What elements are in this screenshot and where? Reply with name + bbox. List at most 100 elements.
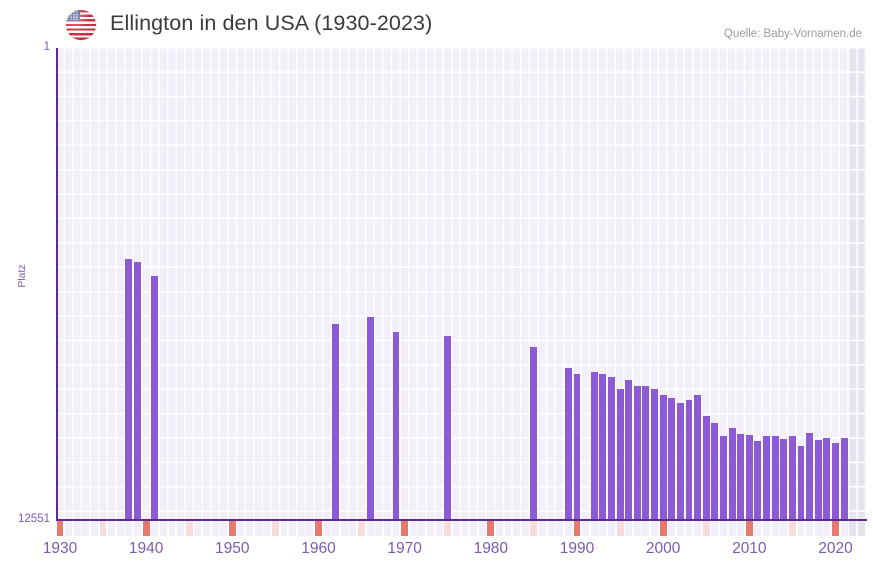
bar [564,367,572,520]
x-axis-year-cell [349,521,357,536]
x-axis-year-cell [461,521,469,536]
x-axis-year-cell [857,521,865,536]
x-axis-year-cell [271,521,279,536]
x-axis-year-cell [323,521,331,536]
bar [823,437,831,520]
bar [771,436,779,520]
x-axis-decade-marker [487,521,495,536]
x-axis-year-cell [668,521,676,536]
x-axis-decade-marker [573,521,581,536]
x-axis-year-cell [616,521,624,536]
flag-stars [67,11,79,20]
y-axis-line [56,48,58,521]
bar [745,434,753,520]
x-axis-tick-label: 1980 [473,540,509,557]
bar [814,439,822,520]
x-axis-tick-label: 1960 [301,540,336,557]
bar [702,416,710,520]
x-axis-year-cell [108,521,116,536]
x-axis-year-cell [478,521,486,536]
x-axis-year-cell [608,521,615,536]
x-axis-year-cell [651,521,658,536]
x-axis-year-cell [409,521,417,536]
page-title: Ellington in den USA (1930-2023) [110,11,433,35]
x-axis-year-cell [530,521,538,536]
source-attribution: Quelle: Baby-Vornamen.de [723,28,862,40]
x-axis-tick-label: 1930 [42,540,78,557]
bar [573,374,581,520]
x-axis-year-cell [625,521,633,536]
x-axis-decade-marker [228,521,236,536]
bar [676,403,684,520]
x-axis-year-cell [435,521,443,536]
x-axis-year-cell [444,521,452,536]
y-axis-title: Platz [16,264,28,288]
plot-area [56,48,866,520]
x-axis-year-cell [220,521,228,536]
x-axis-year-cell [582,521,590,536]
x-axis-year-cell [358,521,365,536]
x-axis-tick-labels: 1930 1940 1950 1960 1970 1980 1990 2000 2010 2020 [0,540,873,564]
x-axis-year-cell [418,521,426,536]
x-axis-year-cell [754,521,762,536]
x-axis-year-cell [375,521,383,536]
x-axis-year-cell [797,521,805,536]
bar [151,275,159,520]
x-axis-year-cell [177,521,185,536]
x-axis-year-cell [737,521,745,536]
x-axis-year-cell [590,521,598,536]
x-axis-year-cell [806,521,814,536]
bar [780,439,788,520]
x-axis-tick-label: 1990 [559,540,595,557]
x-axis-tick-label: 2000 [645,540,681,557]
x-axis-year-cell [521,521,529,536]
x-axis-year-cell [711,521,719,536]
x-axis-year-cell [470,521,478,536]
bar [728,428,736,520]
x-axis-year-cell [306,521,314,536]
x-axis-year-cell [99,521,107,536]
flag-gloss [66,10,96,40]
x-axis-decade-marker [142,521,150,536]
x-axis-decade-marker [315,521,322,536]
x-axis-tick-strip [56,521,867,536]
x-axis-year-cell [728,521,736,536]
x-axis-year-cell [211,521,219,536]
x-axis-year-cell [289,521,297,536]
bar [366,317,374,520]
x-axis-year-cell [427,521,434,536]
x-axis-year-cell [556,521,564,536]
x-axis-year-cell [263,521,271,536]
bar [763,436,770,520]
bar [806,433,814,520]
x-axis-year-cell [495,521,503,536]
x-axis-year-cell [332,521,340,536]
x-axis-year-cell [134,521,141,536]
bar [832,442,839,520]
x-axis-year-cell [125,521,133,536]
x-axis-year-cell [340,521,348,536]
x-axis-year-cell [763,521,770,536]
x-axis-decade-marker [745,521,753,536]
x-axis-year-cell [633,521,641,536]
x-axis-year-cell [564,521,572,536]
y-axis-bottom-label: 12551 [18,513,50,525]
x-axis-year-cell [168,521,176,536]
us-flag-icon [66,10,96,40]
x-axis-year-cell [392,521,400,536]
chart-header: Ellington in den USA (1930-2023) Quelle:… [0,0,873,48]
x-axis-year-cell [246,521,253,536]
bar [797,445,805,520]
x-axis-year-cell [504,521,512,536]
x-axis-year-cell [642,521,650,536]
x-axis-year-cell [383,521,391,536]
bar [651,389,658,520]
x-axis-year-cell [65,521,73,536]
bar [125,258,133,520]
bar [788,436,796,520]
bar [616,389,624,520]
bar [134,261,141,520]
x-axis-line [56,519,867,521]
bar [332,324,340,520]
x-axis-year-cell [840,521,848,536]
